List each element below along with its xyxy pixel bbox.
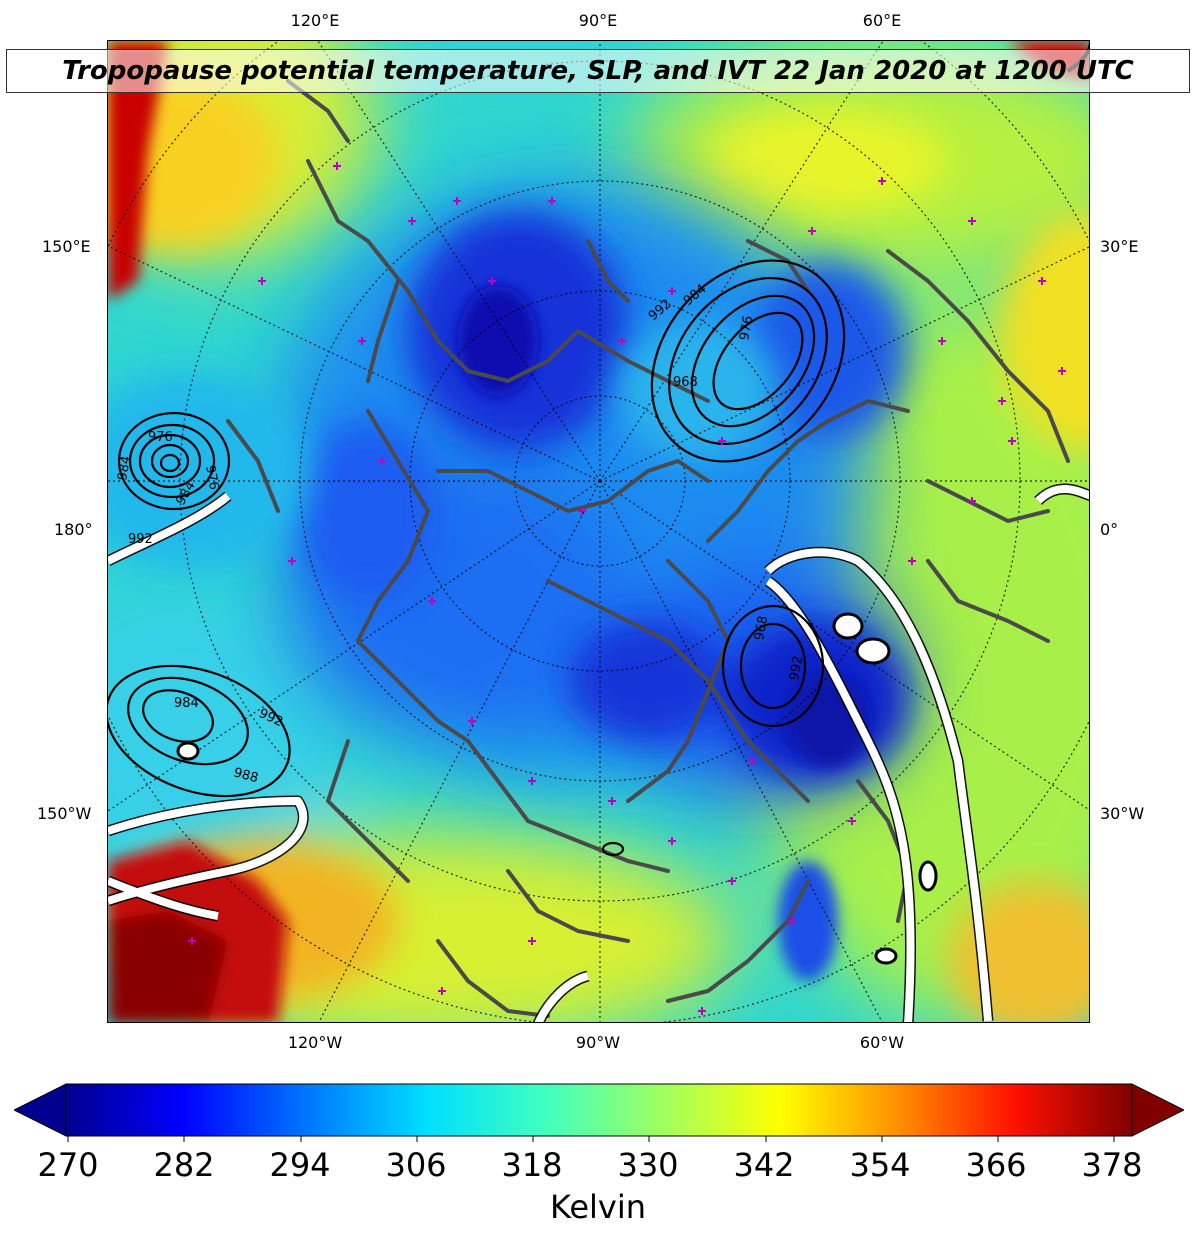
- slp-label: 988: [232, 765, 260, 786]
- colorbar-tick: 294: [269, 1146, 331, 1184]
- slp-label: 976: [737, 315, 756, 342]
- colorbar-unit-label: Kelvin: [549, 1188, 647, 1226]
- lon-label-top: 90°E: [578, 11, 618, 30]
- lon-label-bottom: 120°W: [287, 1033, 343, 1052]
- colorbar: [14, 1083, 1184, 1142]
- lat-label-right: 30°E: [1100, 237, 1139, 256]
- lat-label-left: 180°: [54, 520, 93, 539]
- colorbar-extend-high: [1131, 1083, 1184, 1137]
- colorbar-tick: 354: [849, 1146, 911, 1184]
- ivt-contours: [108, 41, 1089, 1022]
- lat-label-left: 150°E: [42, 237, 91, 256]
- lon-label-bottom: 60°W: [859, 1033, 905, 1052]
- slp-label: 968: [752, 615, 771, 642]
- colorbar-tick: 282: [153, 1146, 215, 1184]
- lat-label-right: 30°W: [1100, 804, 1145, 823]
- colorbar-tick: 330: [617, 1146, 679, 1184]
- colorbar-tick: 378: [1081, 1146, 1143, 1184]
- slp-label: 976: [202, 464, 221, 491]
- coastlines: [226, 79, 1070, 1018]
- map-canvas: 984 976 976 992 984 992 984 976 968 984 …: [108, 41, 1089, 1022]
- lat-label-right: 0°: [1100, 520, 1119, 539]
- slp-label: 976: [148, 430, 173, 445]
- map-panel: 984 976 976 992 984 992 984 976 968 984 …: [107, 40, 1090, 1023]
- station-markers: [188, 162, 1066, 1015]
- lon-label-bottom: 90°W: [575, 1033, 621, 1052]
- colorbar-tick: 366: [965, 1146, 1027, 1184]
- slp-contours: [108, 259, 846, 857]
- lon-label-top: 120°E: [290, 11, 340, 30]
- slp-label: 992: [787, 655, 806, 682]
- colorbar-tick: 306: [385, 1146, 447, 1184]
- colorbar-tick: 342: [733, 1146, 795, 1184]
- lon-label-top: 60°E: [862, 11, 902, 30]
- lat-label-left: 150°W: [37, 804, 92, 823]
- slp-label: 992: [128, 532, 153, 547]
- slp-label: 968: [673, 375, 698, 390]
- colorbar-gradient: [65, 1083, 1133, 1137]
- slp-label: 984: [115, 455, 134, 482]
- colorbar-tick: 318: [501, 1146, 563, 1184]
- colorbar-extend-low: [14, 1083, 67, 1137]
- tropopause-theta-field: [108, 41, 1089, 1022]
- slp-label: 984: [174, 696, 199, 711]
- map-title: Tropopause potential temperature, SLP, a…: [62, 56, 1134, 86]
- title-box: Tropopause potential temperature, SLP, a…: [6, 49, 1190, 93]
- colorbar-tick: 270: [37, 1146, 99, 1184]
